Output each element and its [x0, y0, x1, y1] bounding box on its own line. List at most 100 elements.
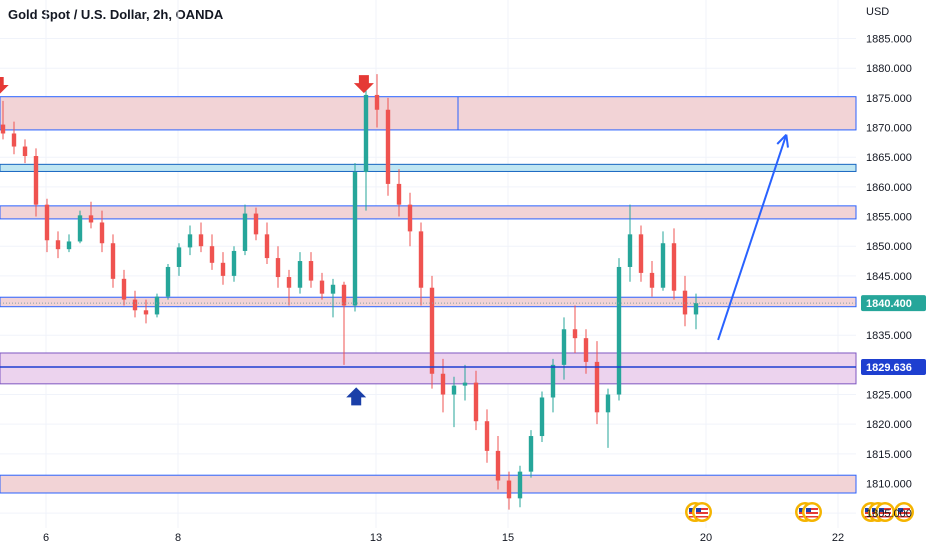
candle-body	[550, 364, 556, 398]
flag-stripe	[806, 508, 818, 510]
flag-stripe	[696, 508, 708, 510]
last-price-label-box	[861, 295, 926, 312]
candle-body	[308, 261, 314, 281]
flag-canton	[872, 508, 877, 512]
candle-body	[506, 480, 512, 499]
candle-body	[264, 234, 270, 259]
candle-body	[572, 329, 578, 339]
candle-body	[605, 394, 611, 413]
chart-title: Gold Spot / U.S. Dollar, 2h, OANDA	[8, 7, 224, 22]
flag-canton	[799, 508, 804, 512]
zone-demand	[0, 352, 857, 385]
candle-body	[627, 234, 633, 267]
buy-arrow-icon[interactable]	[346, 387, 367, 406]
level-price-label[interactable]: 1829.636	[861, 359, 926, 376]
candle-body	[165, 266, 171, 297]
level-price-label-text: 1829.636	[866, 362, 912, 374]
candle-body	[242, 213, 248, 251]
candle-body	[495, 450, 501, 481]
sell-arrow-icon[interactable]	[353, 75, 374, 94]
zone-supply	[0, 205, 857, 220]
zone-layer	[0, 96, 857, 494]
candle-body	[473, 382, 479, 422]
zone-supply	[0, 96, 857, 131]
candle-body	[352, 172, 358, 306]
candle-body	[363, 94, 369, 173]
candle-body	[132, 299, 138, 311]
candle-body	[286, 277, 292, 288]
candle-body	[220, 262, 226, 276]
candle-body	[209, 246, 215, 263]
flag-canton	[696, 508, 701, 512]
y-tick-label: 1820.000	[866, 419, 912, 431]
candle-body	[407, 204, 413, 232]
candle-body	[297, 261, 303, 288]
y-tick-label: 1825.000	[866, 390, 912, 402]
time-axis[interactable]: 6 8 13 15 20 22	[43, 532, 844, 544]
candle-body	[55, 240, 61, 250]
candle-body	[110, 243, 116, 279]
candle-body	[539, 397, 545, 437]
y-tick-label: 1835.000	[866, 330, 912, 342]
price-axis[interactable]: 1885.000 1880.000 1875.000 1870.000 1865.000…	[861, 34, 926, 521]
flag-canton	[689, 508, 694, 512]
y-tick-label: 1875.000	[866, 93, 912, 105]
event-flag-icon[interactable]	[861, 502, 895, 522]
x-tick-label: 8	[175, 532, 181, 544]
candle-body	[517, 471, 523, 499]
candle-body	[143, 310, 149, 315]
flag-canton	[865, 508, 870, 512]
candle-body	[198, 234, 204, 247]
flag-stripe	[696, 512, 708, 514]
candle-body	[451, 385, 457, 395]
candle-body	[11, 133, 17, 147]
sell-arrow-icon[interactable]	[0, 76, 9, 95]
candle-body	[99, 222, 105, 244]
zone-supply	[0, 474, 857, 494]
projection-arrowhead	[785, 134, 789, 148]
level-price-label-box	[861, 359, 926, 376]
candle-body	[253, 213, 259, 235]
projection-line[interactable]	[717, 134, 788, 341]
flag-stripe	[806, 516, 818, 518]
candle-body	[649, 272, 655, 288]
candle-body	[418, 231, 424, 288]
candle-body	[693, 303, 699, 315]
event-flags-layer[interactable]	[685, 502, 932, 522]
currency-label: USD	[866, 6, 890, 18]
candle-body	[374, 94, 380, 110]
candle-body	[583, 338, 589, 362]
zone-cyan	[0, 163, 857, 172]
event-flag-icon[interactable]	[685, 502, 712, 522]
candle-body	[462, 382, 468, 386]
candle-body	[671, 243, 677, 291]
candle-body	[440, 373, 446, 395]
y-tick-label: 1815.000	[866, 449, 912, 461]
candle-body	[330, 284, 336, 294]
annotations-layer[interactable]	[0, 75, 856, 406]
candle-body	[682, 290, 688, 315]
grid-lines	[0, 0, 856, 528]
y-tick-label: 1860.000	[866, 182, 912, 194]
y-tick-label: 1850.000	[866, 241, 912, 253]
candle-body	[77, 215, 83, 242]
flag-stripe	[898, 516, 910, 518]
event-flag-icon[interactable]	[795, 502, 822, 522]
last-price-label[interactable]: 1840.400	[861, 295, 926, 312]
flag-stripe	[696, 516, 708, 518]
x-tick-label: 20	[700, 532, 712, 544]
event-flag-icon[interactable]	[894, 502, 914, 522]
y-tick-label: 1885.000	[866, 34, 912, 46]
x-tick-label: 6	[43, 532, 49, 544]
candle-body	[561, 329, 567, 365]
y-tick-label: 1880.000	[866, 63, 912, 75]
candle-body	[528, 436, 534, 472]
candle-body	[616, 266, 622, 395]
y-tick-label: 1805.000	[866, 508, 912, 520]
flag-stripe	[879, 516, 891, 518]
y-tick-label: 1845.000	[866, 271, 912, 283]
projection-arrowhead	[776, 133, 788, 145]
y-tick-label: 1855.000	[866, 212, 912, 224]
candle-body	[66, 241, 72, 250]
